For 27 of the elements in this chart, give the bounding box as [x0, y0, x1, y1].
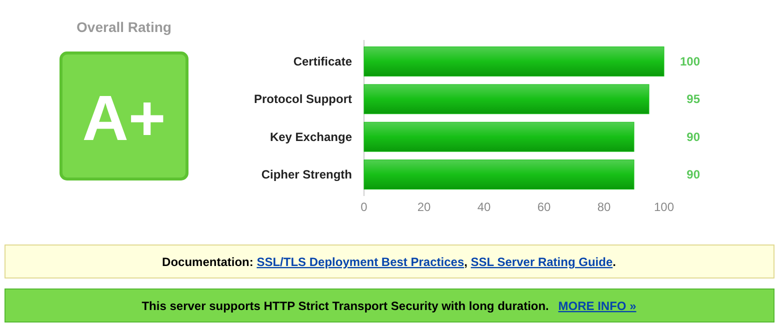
bar — [364, 160, 634, 190]
data-label: 100 — [680, 54, 700, 68]
text: , — [464, 255, 471, 269]
x-tick-label: 0 — [360, 200, 368, 214]
data-label: 95 — [686, 92, 700, 106]
text: A+ — [82, 82, 166, 154]
text: Documentation: — [162, 255, 254, 269]
y-tick-label: Protocol Support — [254, 92, 352, 106]
data-label: 90 — [686, 130, 700, 144]
text: MORE INFO » — [558, 299, 637, 313]
x-tick-label: 20 — [417, 200, 431, 214]
x-tick-label: 80 — [597, 200, 611, 214]
x-tick-label: 40 — [477, 200, 491, 214]
text: SSL/TLS Deployment Best Practices — [256, 255, 464, 269]
x-tick-label: 100 — [654, 200, 674, 214]
text: SSL Server Rating Guide — [470, 255, 613, 269]
bar — [364, 122, 634, 152]
text: This server supports HTTP Strict Transport Security with long duration. — [142, 299, 549, 313]
text: . — [612, 255, 616, 269]
y-tick-label: Certificate — [293, 54, 352, 68]
text: Overall Rating — [76, 19, 172, 35]
data-label: 90 — [686, 168, 700, 182]
x-tick-label: 60 — [537, 200, 551, 214]
y-tick-label: Key Exchange — [270, 130, 352, 144]
bar — [364, 46, 664, 76]
bar — [364, 84, 650, 114]
y-tick-label: Cipher Strength — [261, 168, 352, 182]
